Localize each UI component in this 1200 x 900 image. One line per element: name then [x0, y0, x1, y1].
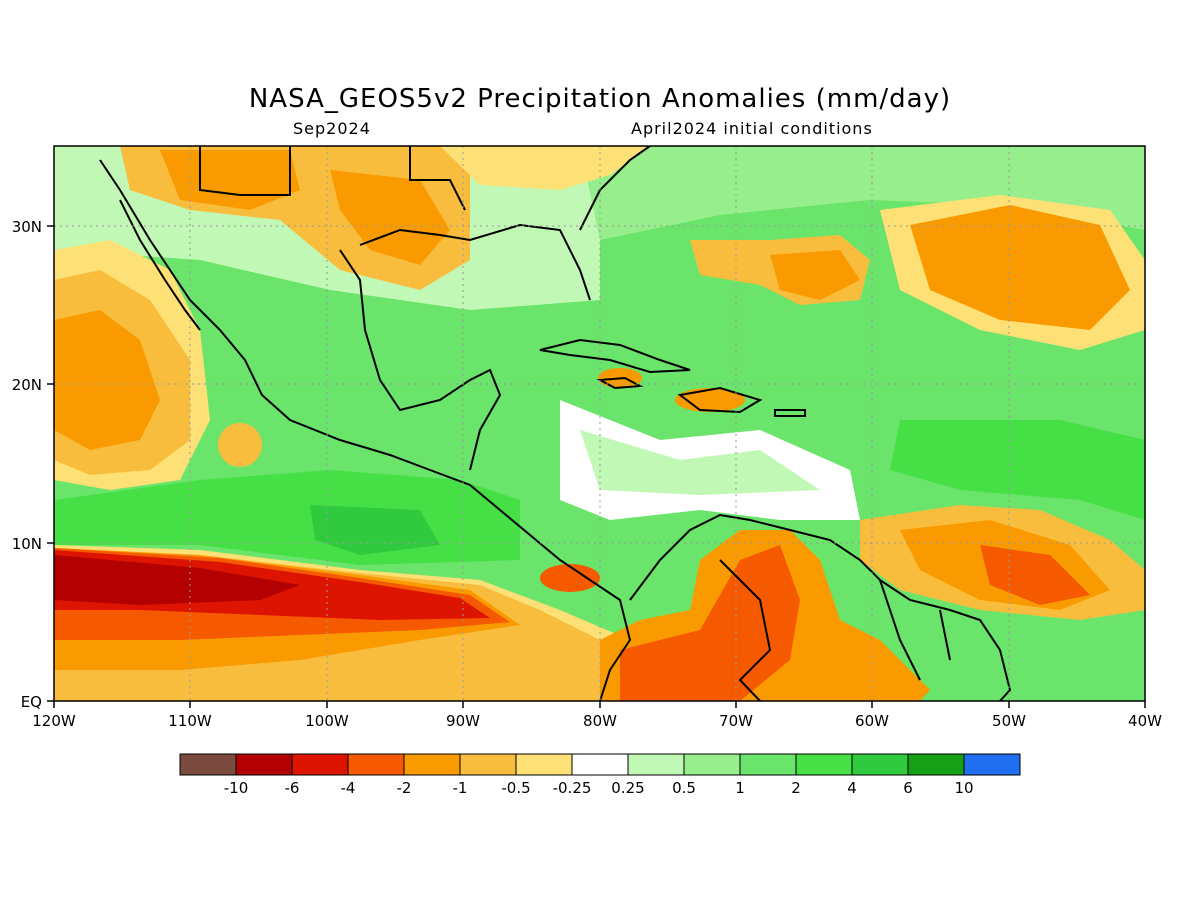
field-patch-costa-rica	[540, 564, 600, 592]
valid-month-label: Sep2024	[293, 119, 371, 138]
field-patch-pacific	[218, 423, 262, 467]
lon-label: 60W	[855, 712, 889, 730]
map-title: NASA_GEOS5v2 Precipitation Anomalies (mm…	[248, 84, 952, 114]
legend-tick-label: 6	[903, 779, 913, 797]
field-pale-green-atlantic	[580, 146, 1145, 240]
pacific-coastline	[99, 159, 632, 701]
coastlines	[99, 146, 1012, 701]
field-light-green-caribbean	[580, 430, 820, 495]
lon-label: 70W	[719, 712, 753, 730]
jamaica-coastline	[596, 376, 644, 390]
lat-label: 20N	[12, 376, 42, 394]
legend-tick-label: -0.5	[501, 779, 530, 797]
legend-swatch	[795, 753, 853, 776]
lat-label: 10N	[12, 535, 42, 553]
legend-tick-label: -0.25	[553, 779, 592, 797]
field-orange-central-atlantic	[770, 250, 860, 300]
legend-swatch	[403, 753, 461, 776]
field-orange-north2	[330, 170, 450, 265]
legend-swatch	[459, 753, 517, 776]
field-dark-orange-south-america	[620, 545, 800, 701]
tick-marks	[47, 225, 1146, 708]
legend-swatch	[515, 753, 573, 776]
legend-swatch	[627, 753, 685, 776]
lat-labels: EQ 10N 20N 30N	[12, 218, 42, 711]
legend-swatch	[235, 753, 293, 776]
field-orange-atlantic	[910, 205, 1130, 330]
lat-label: 30N	[12, 218, 42, 236]
lon-labels: 120W 110W 100W 90W 80W 70W 60W 50W 40W	[32, 712, 1162, 730]
field-yellow-north-coast	[440, 146, 650, 190]
south-america-coastline	[629, 513, 1012, 701]
color-legend: -10 -6 -4 -2 -1 -0.5 -0.25 0.25 0.5 1 2 4 6 10	[179, 753, 1021, 797]
baja-coastline	[119, 199, 201, 331]
hispaniola-coastline	[677, 386, 763, 414]
field-dark-orange-tropical-atlantic	[980, 545, 1090, 605]
guyana-border	[879, 579, 921, 681]
us-east-coastline	[579, 146, 651, 231]
legend-tick-label: 0.5	[672, 779, 696, 797]
legend-swatch	[683, 753, 741, 776]
legend-swatch	[571, 753, 629, 776]
legend-swatch	[347, 753, 405, 776]
legend-tick-label: 4	[847, 779, 857, 797]
legend-swatch	[179, 753, 237, 776]
cuba-coastline	[539, 338, 691, 374]
puerto-rico-coastline	[774, 409, 806, 417]
legend-tick-label: -6	[285, 779, 300, 797]
legend-tick-label: 1	[735, 779, 745, 797]
legend-swatch	[739, 753, 797, 776]
lon-label: 80W	[583, 712, 617, 730]
legend-tick-label: -1	[453, 779, 468, 797]
legend-tick-label: -10	[224, 779, 249, 797]
suriname-border	[939, 609, 951, 661]
field-darkred-south	[54, 555, 300, 605]
legend-swatch	[963, 753, 1021, 776]
legend-tick-label: 10	[954, 779, 973, 797]
lon-label: 50W	[992, 712, 1026, 730]
lon-label: 40W	[1128, 712, 1162, 730]
legend-tick-label: -2	[397, 779, 412, 797]
legend-swatch	[907, 753, 965, 776]
lon-label: 110W	[168, 712, 212, 730]
gulf-coastline	[339, 249, 502, 471]
grid	[54, 146, 1145, 701]
legend-swatch	[291, 753, 349, 776]
lat-label: EQ	[21, 693, 42, 711]
field-patch-hispaniola	[675, 388, 745, 412]
legend-swatch	[851, 753, 909, 776]
us-state-border	[409, 146, 466, 211]
us-mexico-border	[199, 146, 291, 196]
gulf-north-coastline	[359, 223, 591, 301]
anomaly-field	[54, 146, 1145, 701]
legend-tick-label: 0.25	[611, 779, 644, 797]
init-conditions-label: April2024 initial conditions	[631, 119, 873, 138]
field-orange-west	[54, 310, 160, 450]
legend-tick-label: 2	[791, 779, 801, 797]
lon-label: 120W	[32, 712, 76, 730]
legend-tick-label: -4	[341, 779, 356, 797]
lon-label: 100W	[305, 712, 349, 730]
lon-label: 90W	[446, 712, 480, 730]
field-green-atlantic-itcz	[890, 420, 1145, 520]
colombia-venezuela-border	[719, 559, 772, 701]
